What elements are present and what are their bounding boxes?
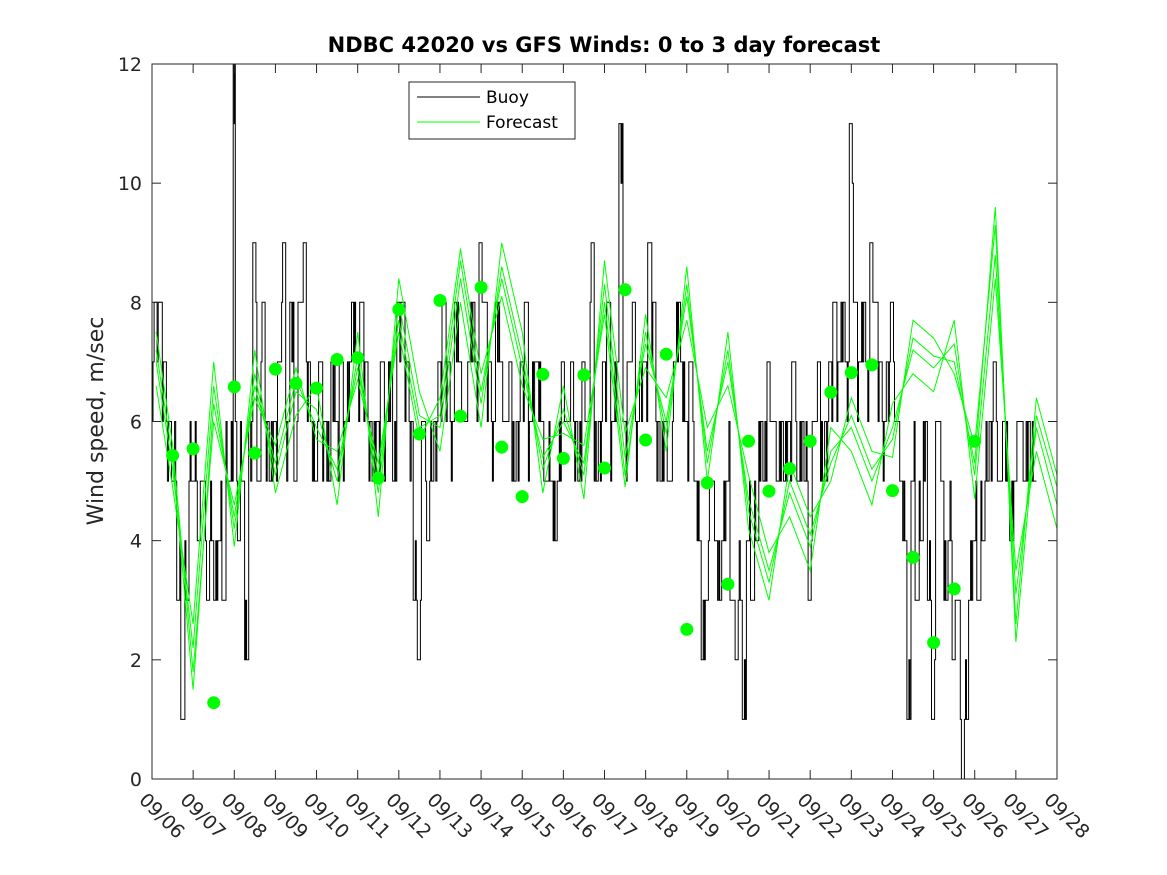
forecast-marker — [721, 577, 735, 591]
forecast-marker — [515, 490, 529, 504]
y-tick-label: 6 — [130, 412, 142, 434]
y-tick-label: 8 — [130, 292, 142, 314]
x-tick-label: 09/20 — [710, 789, 764, 843]
y-tick-label: 2 — [130, 650, 142, 672]
x-tick-label: 09/24 — [875, 789, 929, 843]
x-tick-label: 09/18 — [628, 789, 682, 843]
forecast-marker — [310, 381, 323, 395]
forecast-marker — [844, 366, 858, 380]
forecast-marker — [433, 294, 447, 307]
x-tick-label: 09/26 — [957, 789, 1011, 843]
buoy-series — [152, 63, 1037, 780]
x-tick-label: 09/19 — [669, 789, 723, 843]
x-tick-label: 09/14 — [464, 789, 518, 843]
forecast-marker — [248, 446, 262, 460]
y-axis: 0 2 4 6 8 10 12 — [118, 54, 1057, 791]
forecast-marker — [886, 484, 899, 498]
x-tick-label: 09/07 — [176, 789, 230, 843]
buoy-line — [152, 63, 1037, 780]
forecast-line-1 — [155, 254, 1058, 648]
x-tick-label: 09/27 — [998, 789, 1052, 843]
y-tick-label: 0 — [130, 769, 142, 791]
forecast-marker — [412, 427, 426, 441]
legend-box — [408, 81, 576, 140]
forecast-marker — [474, 280, 488, 294]
forecast-marker — [865, 358, 879, 372]
forecast-marker — [495, 440, 509, 454]
forecast-marker — [598, 461, 611, 475]
x-tick-label: 09/10 — [299, 789, 353, 843]
forecast-marker — [351, 351, 365, 365]
forecast-marker — [371, 471, 385, 485]
y-axis-label: Wind speed, m/sec — [84, 317, 109, 526]
forecast-marker — [454, 409, 467, 423]
x-tick-label: 09/16 — [546, 789, 600, 843]
forecast-marker — [166, 449, 180, 462]
forecast-line-3 — [155, 242, 1058, 625]
x-tick-label: 09/25 — [916, 789, 970, 843]
forecast-series-group — [155, 206, 1058, 690]
y-tick-label: 4 — [130, 531, 142, 553]
x-tick-label: 09/09 — [258, 789, 312, 843]
forecast-marker — [577, 368, 591, 382]
x-tick-label: 09/17 — [587, 789, 641, 843]
forecast-markers — [166, 280, 982, 710]
x-tick-label: 09/08 — [217, 789, 271, 843]
x-tick-label: 09/13 — [422, 789, 476, 843]
plot-background — [152, 64, 1057, 779]
forecast-line-4 — [155, 206, 1058, 690]
x-tick-label: 09/21 — [752, 789, 806, 843]
forecast-marker — [330, 353, 344, 366]
forecast-marker — [927, 636, 941, 650]
forecast-marker — [680, 622, 694, 636]
y-tick-label: 10 — [118, 173, 142, 195]
forecast-marker — [762, 484, 776, 498]
forecast-marker — [207, 696, 221, 710]
forecast-marker — [536, 367, 550, 381]
x-tick-label: 09/12 — [381, 789, 435, 843]
forecast-marker — [639, 433, 653, 447]
forecast-marker — [906, 550, 920, 564]
forecast-marker — [186, 442, 200, 456]
forecast-marker — [700, 476, 714, 490]
x-tick-label: 09/23 — [834, 789, 888, 843]
forecast-marker — [783, 462, 797, 476]
forecast-marker — [227, 380, 241, 394]
legend-label-forecast: Forecast — [486, 113, 558, 133]
legend-label-buoy: Buoy — [486, 88, 529, 108]
forecast-marker — [824, 385, 838, 399]
x-tick-label: 09/15 — [505, 789, 559, 843]
forecast-marker — [289, 376, 303, 390]
forecast-marker — [947, 582, 961, 596]
forecast-line-2 — [155, 224, 1058, 672]
x-tick-label: 09/28 — [1039, 789, 1093, 843]
forecast-marker — [556, 451, 570, 465]
y-tick-label: 12 — [118, 54, 142, 76]
forecast-marker — [742, 434, 755, 448]
forecast-marker — [803, 434, 817, 448]
x-tick-label: 09/06 — [134, 789, 188, 843]
x-tick-label: 09/22 — [793, 789, 847, 843]
forecast-marker — [268, 362, 282, 376]
x-tick-label: 09/11 — [340, 789, 394, 843]
chart-title: NDBC 42020 vs GFS Winds: 0 to 3 day fore… — [328, 33, 881, 57]
forecast-marker — [659, 347, 673, 361]
forecast-marker — [968, 434, 982, 448]
forecast-marker — [618, 283, 632, 297]
legend: Buoy Forecast — [408, 81, 576, 140]
forecast-marker — [392, 303, 406, 316]
